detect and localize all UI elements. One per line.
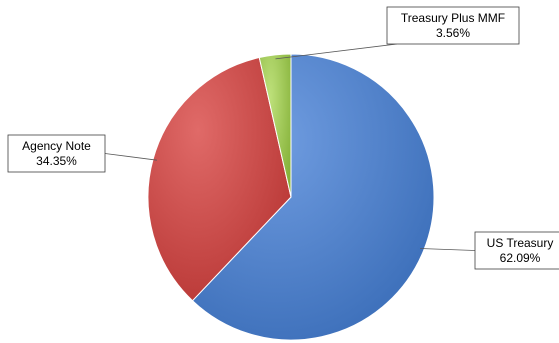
slice-percentage: 62.09% [500,251,541,265]
callout-box [474,231,559,270]
callout-box [7,134,106,173]
slice-label: US Treasury [487,236,554,250]
pie-slice-us-treasury [191,53,435,341]
pie-slice-agency-note [147,56,292,302]
leader-line [275,43,398,60]
leader-line [104,153,158,161]
pie-slice-treasury-plus-mmf [258,53,292,198]
callout-box [386,6,520,45]
slice-percentage: 3.56% [436,26,470,40]
slice-label: Treasury Plus MMF [401,11,505,25]
slice-percentage: 34.35% [36,154,77,168]
slice-label: Agency Note [22,139,91,153]
leader-line [420,248,476,251]
